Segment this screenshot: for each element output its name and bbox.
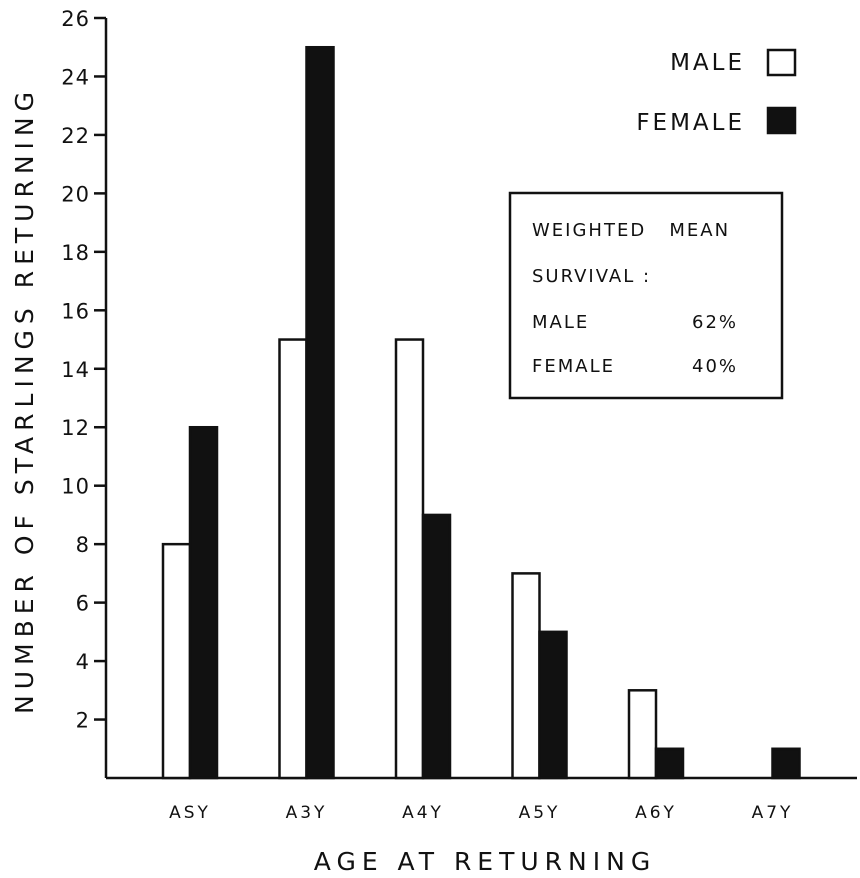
y-tick-label: 20 [61,182,90,206]
bar-female-a3y [305,45,335,780]
y-tick-label: 26 [61,7,90,31]
bars [161,45,801,780]
x-tick-label: A7Y [752,803,794,823]
annotation-female-label: FEMALE [532,356,615,377]
legend-label-male: MALE [670,50,745,76]
bar-female-a4y [421,513,452,780]
annotation-male-label: MALE [532,312,589,333]
y-axis-title: NUMBER OF STARLINGS RETURNING [10,86,39,714]
y-tick-label: 18 [61,241,90,265]
annotation-female-value: 40% [692,356,738,377]
x-tick-label: ASY [169,803,211,823]
bar-female-a7y [771,747,801,780]
y-tick-label: 2 [76,709,90,733]
bar-female-asy [188,425,219,780]
y-tick-label: 6 [76,592,90,616]
legend-swatch-male [766,48,797,77]
bar-male-asy [161,542,192,780]
bar-male-a3y [278,338,308,780]
bar-male-a6y [627,689,658,780]
legend: MALE FEMALE [636,48,797,136]
y-tick-label: 10 [61,475,90,499]
annotation-border [508,191,784,400]
annotation-box: WEIGHTED MEAN SURVIVAL : MALE 62% FEMALE… [508,191,784,400]
y-tick-label: 8 [76,533,90,557]
y-tick-label: 12 [61,416,90,440]
annotation-line-1: WEIGHTED MEAN [532,220,730,241]
annotation-line-2: SURVIVAL : [532,266,651,287]
x-axis-title: AGE AT RETURNING [314,847,656,876]
y-tick-label: 22 [61,124,90,148]
x-tick-label: A3Y [286,803,328,823]
legend-label-female: FEMALE [636,110,745,136]
x-tick-label: A5Y [519,803,561,823]
x-axis: ASY A3Y A4Y A5Y A6Y A7Y [106,776,857,823]
x-tick-label: A6Y [635,803,677,823]
y-tick-label: 24 [61,65,90,89]
y-tick-label: 4 [76,650,90,674]
legend-swatch-female [766,106,797,135]
bar-male-a5y [511,572,541,780]
x-tick-label: A4Y [402,803,444,823]
bar-female-a6y [654,747,685,780]
y-tick-label: 14 [61,358,90,382]
bar-male-a4y [394,338,425,780]
y-tick-label: 16 [61,299,90,323]
annotation-male-value: 62% [692,312,738,333]
bar-female-a5y [538,630,568,780]
